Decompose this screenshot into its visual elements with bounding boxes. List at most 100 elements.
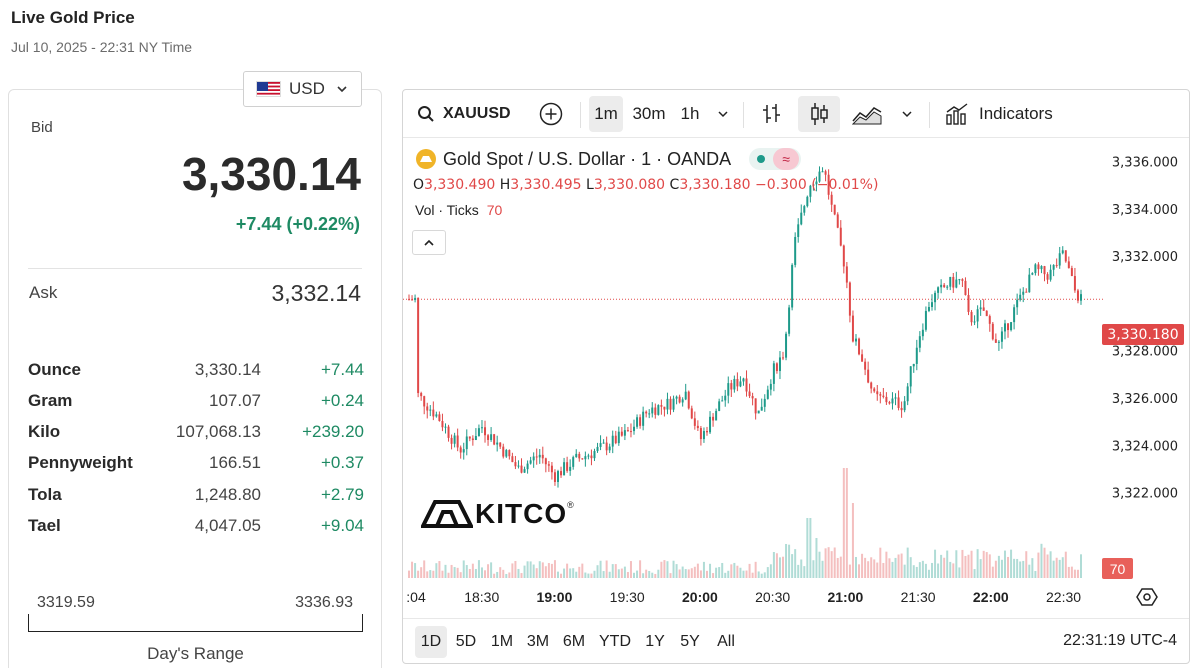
volume-bar bbox=[970, 550, 973, 578]
volume-bar bbox=[891, 561, 894, 578]
candle-body bbox=[660, 405, 663, 407]
candle-body bbox=[964, 280, 967, 296]
candle-body bbox=[952, 276, 955, 288]
volume-bar bbox=[946, 550, 949, 578]
x-axis-tick-label: :04 bbox=[406, 589, 426, 605]
volume-bar bbox=[715, 567, 718, 578]
candle-body bbox=[924, 310, 927, 330]
unit-row-kilo: Kilo 107,068.13 +239.20 bbox=[28, 422, 364, 446]
range-ytd[interactable]: YTD bbox=[599, 633, 631, 650]
volume-bar bbox=[623, 566, 626, 578]
indicators-button[interactable]: Indicators bbox=[941, 96, 1061, 132]
candle-body bbox=[1010, 322, 1013, 331]
candle-body bbox=[487, 435, 490, 440]
candle-body bbox=[769, 383, 772, 390]
chevron-down-icon bbox=[902, 111, 912, 118]
volume-bar bbox=[809, 518, 812, 578]
price-chart[interactable]: 3,336.000 3,334.000 3,332.000 3,328.000 3,32… bbox=[403, 138, 1189, 618]
area-chart-type-button[interactable] bbox=[849, 96, 885, 132]
interval-1h[interactable]: 1h bbox=[680, 104, 700, 123]
volume-bar bbox=[599, 560, 602, 578]
unit-row-pennyweight: Pennyweight 166.51 +0.37 bbox=[28, 453, 364, 477]
volume-bar bbox=[474, 568, 477, 578]
range-1d[interactable]: 1D bbox=[415, 626, 447, 658]
candles-chart-type-button[interactable] bbox=[798, 96, 840, 132]
volume-bar bbox=[493, 573, 496, 578]
interval-dropdown[interactable] bbox=[711, 96, 735, 132]
bar-chart-type-button[interactable] bbox=[755, 96, 789, 132]
candle-body bbox=[690, 408, 693, 419]
volume-bar bbox=[432, 570, 435, 578]
volume-bar bbox=[1046, 554, 1049, 578]
candle-body bbox=[830, 194, 833, 205]
candle-body bbox=[581, 458, 584, 460]
volume-bar bbox=[499, 567, 502, 578]
candle-body bbox=[739, 381, 742, 387]
volume-bar bbox=[560, 573, 563, 578]
symbol-search[interactable]: XAUUSD bbox=[413, 96, 513, 132]
volume-bar bbox=[854, 556, 857, 578]
volume-bar bbox=[727, 570, 730, 578]
volume-value: 70 bbox=[486, 202, 503, 218]
open-value: 3,330.490 bbox=[424, 177, 496, 193]
candle-body bbox=[541, 454, 544, 459]
range-3m[interactable]: 3M bbox=[526, 633, 550, 650]
range-1y[interactable]: 1Y bbox=[645, 633, 665, 650]
compare-symbol-button[interactable] bbox=[535, 96, 567, 132]
candle-body bbox=[1037, 264, 1040, 270]
volume-bar bbox=[815, 538, 818, 578]
volume-bar bbox=[657, 569, 660, 578]
volume-bar bbox=[1064, 551, 1067, 578]
volume-bar bbox=[924, 563, 927, 578]
candle-body bbox=[462, 449, 465, 453]
candle-body bbox=[608, 446, 611, 451]
volume-bar bbox=[940, 554, 943, 578]
candle-body bbox=[684, 391, 687, 400]
unit-row-ounce: Ounce 3,330.14 +7.44 bbox=[28, 360, 364, 384]
chart-settings-button[interactable] bbox=[1136, 586, 1158, 608]
volume-bar bbox=[1043, 547, 1046, 578]
volume-bar bbox=[696, 563, 699, 578]
candle-body bbox=[772, 363, 775, 384]
volume-bar bbox=[520, 573, 523, 578]
interval-1m[interactable]: 1m bbox=[589, 96, 623, 132]
volume-bar bbox=[462, 560, 465, 578]
volume-bar bbox=[900, 553, 903, 578]
candle-body bbox=[724, 395, 727, 401]
volume-bar bbox=[985, 552, 988, 578]
volume-bar bbox=[544, 566, 547, 578]
range-all[interactable]: All bbox=[717, 633, 735, 650]
candle-body bbox=[818, 171, 821, 182]
candle-body bbox=[438, 414, 441, 422]
bid-price: 3,330.14 bbox=[181, 148, 361, 200]
candle-body bbox=[867, 369, 870, 383]
interval-30m[interactable]: 30m bbox=[632, 104, 666, 123]
volume-bar bbox=[1003, 550, 1006, 578]
candle-body bbox=[529, 460, 532, 464]
currency-select[interactable]: USD bbox=[243, 71, 362, 107]
unit-change: +2.79 bbox=[320, 485, 364, 504]
range-5d[interactable]: 5D bbox=[455, 633, 477, 650]
chart-ohlc: O3,330.490 H3,330.495 L3,330.080 C3,330.… bbox=[413, 177, 878, 193]
volume-bar bbox=[766, 567, 769, 578]
range-6m[interactable]: 6M bbox=[562, 633, 586, 650]
volume-bar bbox=[827, 547, 830, 578]
candle-body bbox=[794, 236, 797, 265]
candle-body bbox=[775, 363, 778, 372]
day-range-high: 3336.93 bbox=[295, 594, 353, 611]
candle-body bbox=[496, 442, 499, 445]
range-1m[interactable]: 1M bbox=[490, 633, 514, 650]
volume-bar bbox=[709, 563, 712, 578]
market-status-badge[interactable]: ≈ bbox=[749, 148, 802, 170]
low-value: 3,330.080 bbox=[593, 177, 666, 193]
volume-bar bbox=[1049, 551, 1052, 578]
indicators-icon bbox=[946, 103, 968, 125]
candle-body bbox=[429, 409, 432, 411]
chart-type-dropdown[interactable] bbox=[895, 96, 919, 132]
collapse-legend-button[interactable] bbox=[412, 230, 446, 255]
range-5y[interactable]: 5Y bbox=[680, 633, 700, 650]
volume-bar bbox=[1016, 558, 1019, 578]
chevron-up-icon bbox=[424, 239, 434, 246]
candle-body bbox=[994, 339, 997, 343]
candle-body bbox=[827, 174, 830, 195]
